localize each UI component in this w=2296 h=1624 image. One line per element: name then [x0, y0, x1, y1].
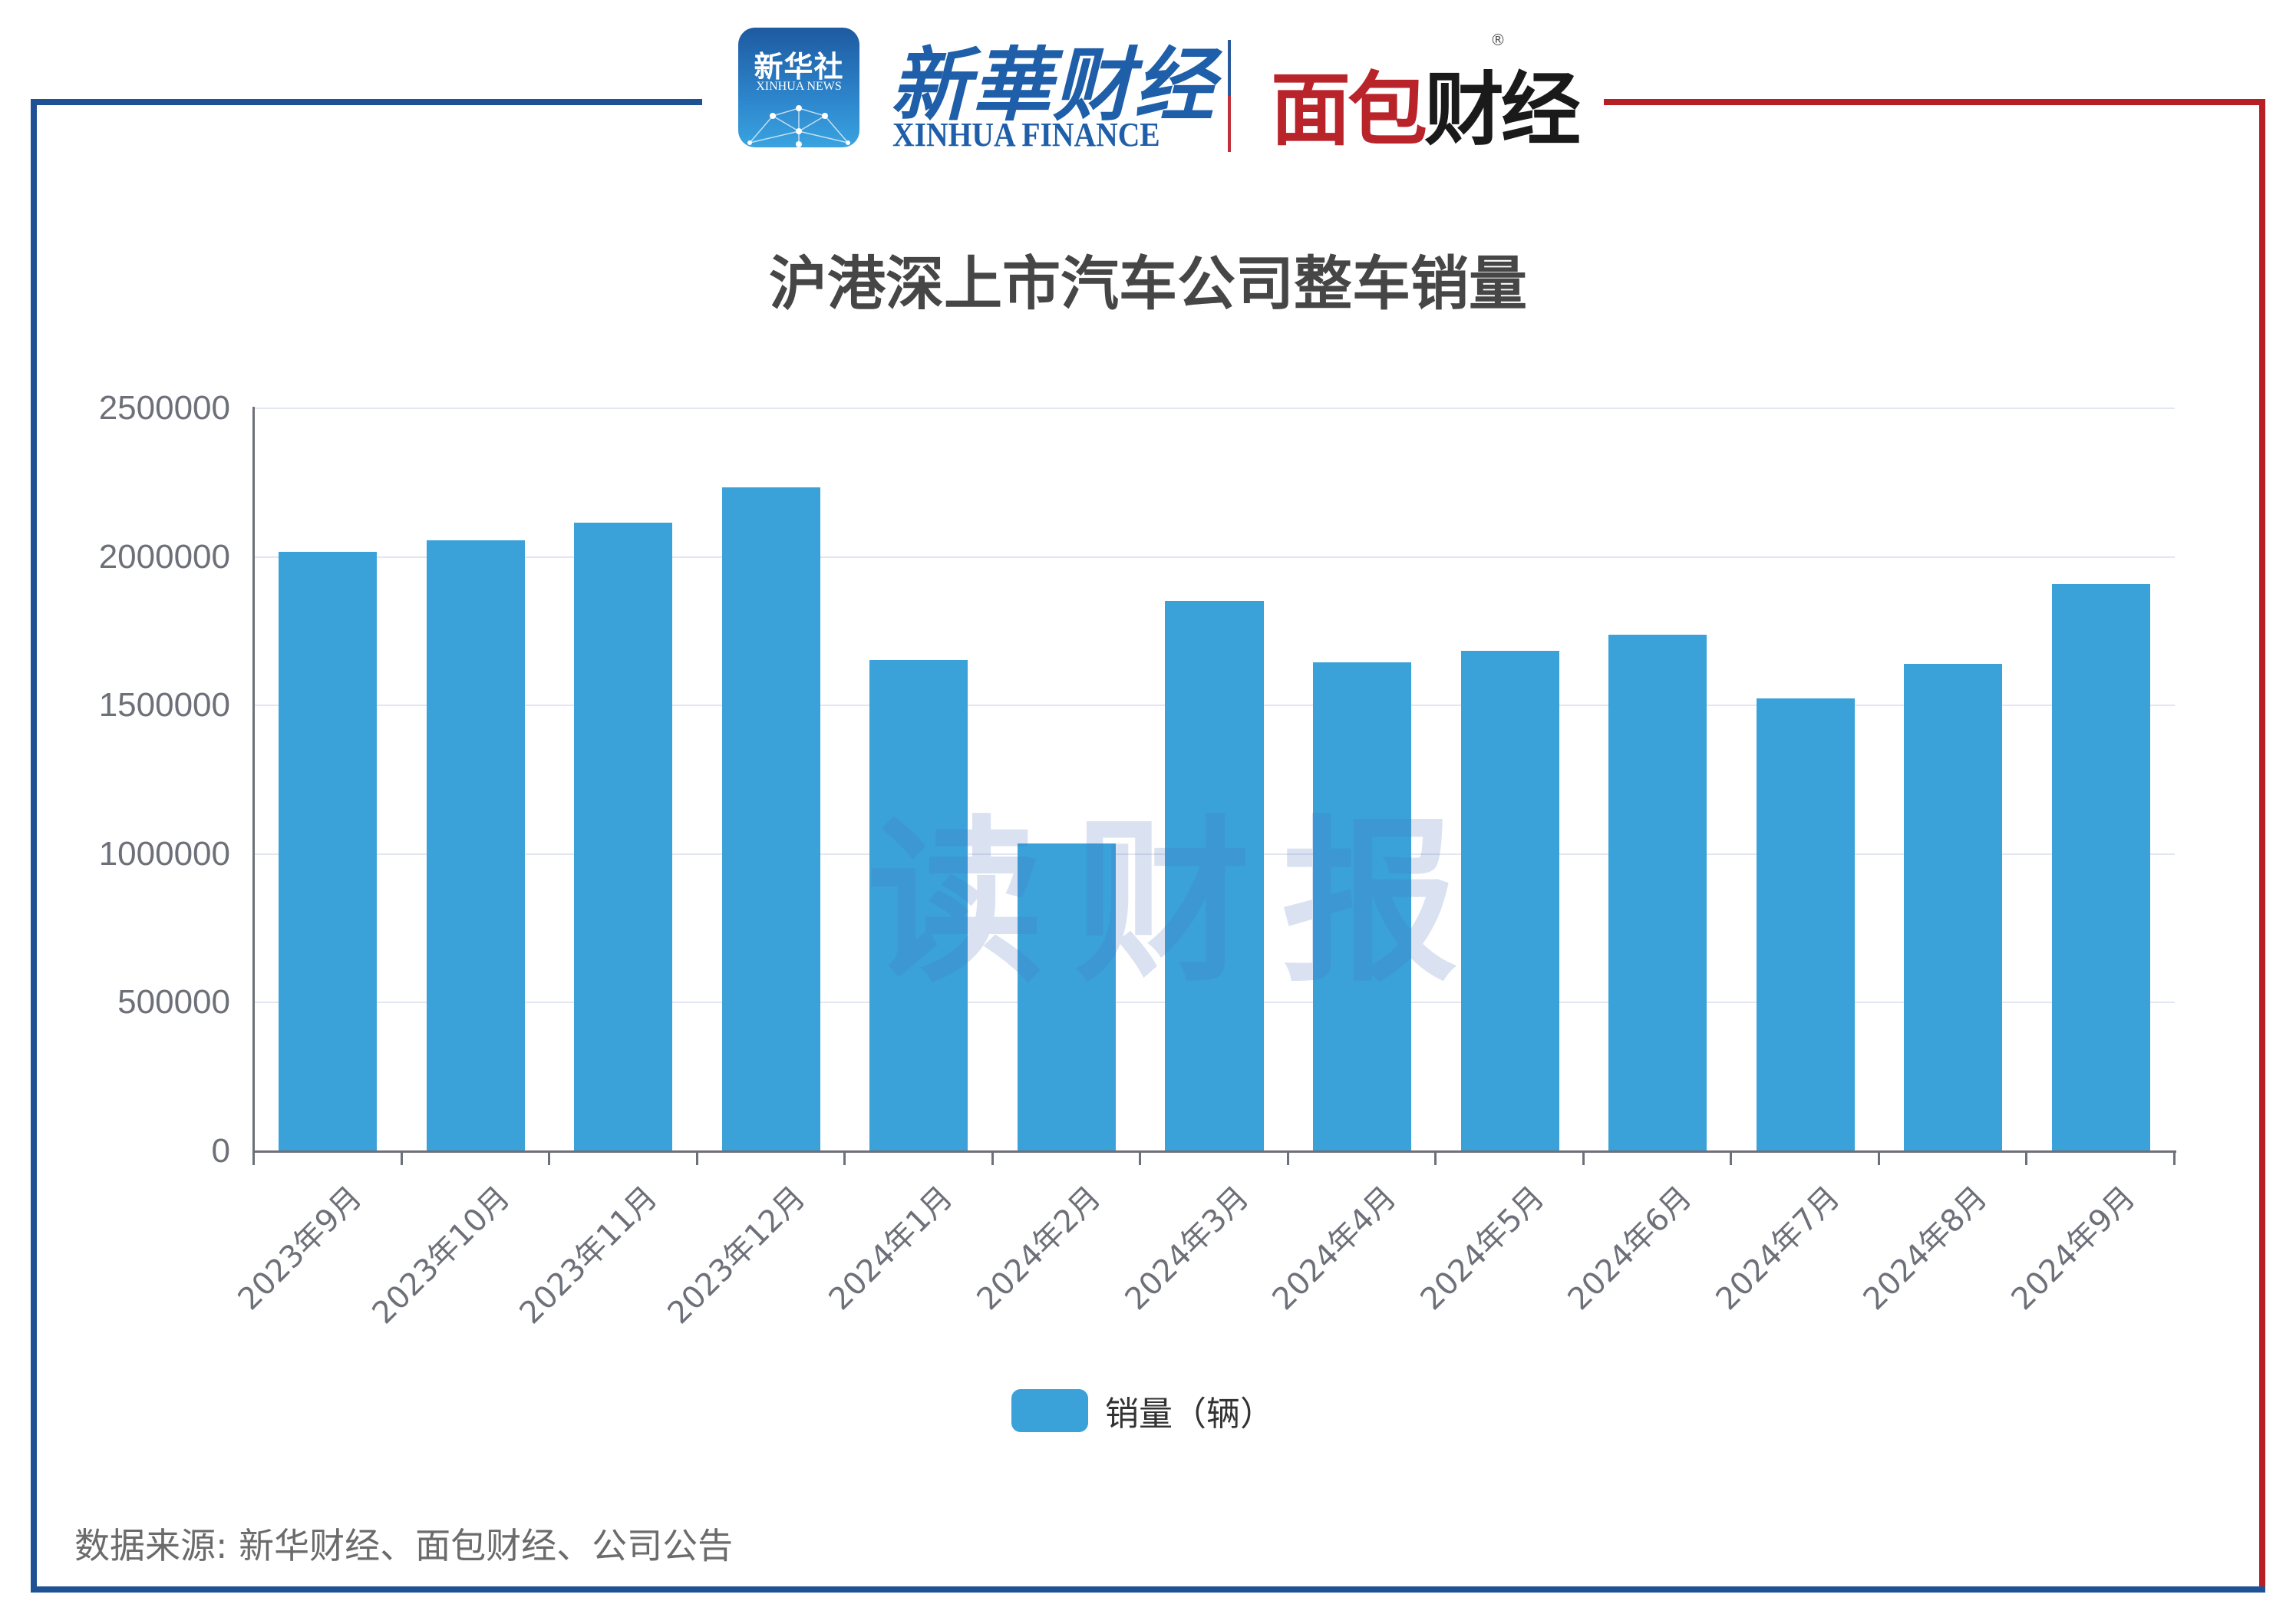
x-tick — [1877, 1151, 1880, 1165]
x-tick-label: 2024年4月 — [1265, 1180, 1404, 1318]
x-tick-label: 2023年12月 — [661, 1180, 813, 1332]
bar[interactable] — [1608, 635, 1707, 1151]
frame-top-right — [1604, 99, 2265, 105]
x-tick — [548, 1151, 551, 1165]
gridline — [254, 408, 2175, 409]
bar[interactable] — [426, 540, 525, 1151]
x-tick — [1434, 1151, 1437, 1165]
bar[interactable] — [574, 522, 673, 1151]
legend[interactable]: 销量（辆） — [1011, 1386, 1274, 1435]
y-tick-label: 500000 — [117, 983, 230, 1022]
network-globe-icon — [747, 105, 850, 147]
x-tick-label: 2024年9月 — [2004, 1180, 2143, 1318]
xinhua-finance-logo-en: XINHUA FINANCE — [892, 116, 1160, 153]
bar[interactable] — [1017, 843, 1116, 1151]
x-tick — [2025, 1151, 2028, 1165]
xinhua-finance-logo-cn: 新華财经 — [890, 38, 1216, 132]
bar[interactable] — [1756, 698, 1855, 1151]
x-tick-label: 2023年9月 — [231, 1180, 369, 1318]
bar[interactable] — [1165, 601, 1264, 1151]
x-tick — [1139, 1151, 1142, 1165]
y-tick-label: 1000000 — [98, 834, 230, 873]
x-tick — [695, 1151, 698, 1165]
x-tick-label: 2024年8月 — [1856, 1180, 1994, 1318]
x-tick-label: 2024年3月 — [1118, 1180, 1256, 1318]
frame-right — [2259, 99, 2265, 1593]
bar[interactable] — [279, 551, 378, 1151]
x-tick-label: 2024年7月 — [1709, 1180, 1847, 1318]
x-axis-line — [252, 1150, 2176, 1153]
x-tick — [2173, 1151, 2176, 1165]
bar[interactable] — [721, 487, 820, 1151]
x-tick — [991, 1151, 994, 1165]
legend-swatch — [1011, 1389, 1088, 1432]
frame-bottom — [31, 1586, 2265, 1593]
xinhua-news-app-icon: 新华社 XINHUA NEWS — [738, 28, 859, 147]
x-tick-label: 2023年11月 — [513, 1180, 665, 1332]
chart-title: 沪港深上市汽车公司整车销量 — [769, 249, 1527, 318]
frame-top-left — [31, 99, 702, 105]
x-tick — [252, 1151, 255, 1165]
y-axis-line — [252, 407, 255, 1154]
x-tick — [1286, 1151, 1289, 1165]
registered-mark: ® — [1490, 31, 1506, 49]
frame-left — [31, 99, 37, 1593]
bar[interactable] — [869, 660, 968, 1151]
plot-area — [254, 408, 2175, 1151]
x-tick-label: 2024年1月 — [822, 1180, 961, 1318]
y-tick-label: 2000000 — [98, 537, 230, 576]
app-icon-cn: 新华社 — [754, 50, 844, 84]
bar[interactable] — [1460, 650, 1559, 1151]
x-tick — [1730, 1151, 1733, 1165]
x-tick — [843, 1151, 846, 1165]
bar[interactable] — [1313, 662, 1412, 1151]
data-source: 数据来源: 新华财经、面包财经、公司公告 — [74, 1525, 734, 1566]
x-tick-label: 2023年10月 — [365, 1180, 517, 1332]
x-tick — [1582, 1151, 1585, 1165]
y-tick-label: 0 — [211, 1132, 230, 1170]
x-tick-label: 2024年6月 — [1561, 1180, 1699, 1318]
legend-label: 销量（辆） — [1105, 1395, 1274, 1434]
y-tick-label: 1500000 — [98, 686, 230, 725]
gridline — [254, 556, 2175, 558]
x-tick-label: 2024年5月 — [1414, 1180, 1552, 1318]
x-tick-label: 2024年2月 — [970, 1180, 1108, 1318]
y-tick-label: 2500000 — [98, 389, 230, 427]
mianbao-finance-logo: 面包财经 — [1271, 63, 1581, 157]
watermark: 读财报 — [867, 801, 1489, 1006]
x-tick — [400, 1151, 403, 1165]
app-icon-en: XINHUA NEWS — [756, 80, 842, 93]
logo-divider — [1228, 40, 1231, 152]
bar[interactable] — [2051, 584, 2150, 1151]
bar[interactable] — [1904, 663, 2003, 1151]
